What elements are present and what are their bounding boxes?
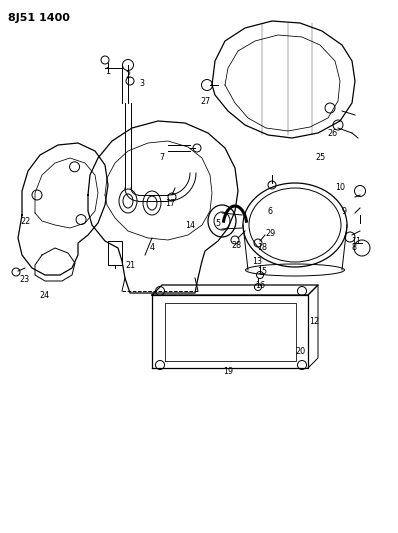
Text: 18: 18 (257, 243, 267, 252)
Text: 28: 28 (231, 241, 241, 251)
Text: 9: 9 (341, 206, 347, 215)
Text: 21: 21 (125, 261, 135, 270)
Text: 14: 14 (185, 221, 195, 230)
Bar (108, 241, 122, 265)
Text: 5: 5 (215, 219, 220, 228)
Text: 2: 2 (125, 71, 131, 80)
Text: 3: 3 (140, 78, 144, 87)
Text: 7: 7 (160, 152, 164, 161)
Text: 8J51 1400: 8J51 1400 (8, 13, 70, 23)
Text: 1: 1 (105, 67, 111, 76)
Text: 23: 23 (19, 274, 29, 284)
Text: 13: 13 (252, 256, 262, 265)
Text: 24: 24 (39, 290, 49, 300)
Text: 16: 16 (255, 280, 265, 289)
Text: 8: 8 (351, 244, 357, 253)
Text: 20: 20 (295, 346, 305, 356)
Text: 15: 15 (257, 266, 267, 276)
Text: 11: 11 (351, 237, 361, 246)
Text: 6: 6 (267, 206, 273, 215)
Text: 17: 17 (165, 198, 175, 207)
Text: 4: 4 (150, 244, 154, 253)
Text: 22: 22 (21, 216, 31, 225)
Text: 27: 27 (201, 96, 211, 106)
Text: 19: 19 (223, 367, 233, 376)
Text: 10: 10 (335, 182, 345, 191)
Text: 12: 12 (309, 317, 319, 326)
Text: 26: 26 (327, 128, 337, 138)
Text: 29: 29 (265, 230, 275, 238)
Text: 25: 25 (315, 152, 325, 161)
